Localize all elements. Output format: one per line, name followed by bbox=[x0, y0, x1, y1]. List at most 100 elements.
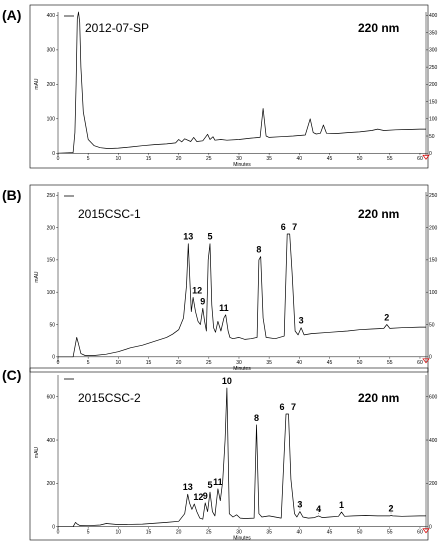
panel-a-y-tick-label-left: 0 bbox=[52, 151, 55, 157]
panel-a-trace bbox=[57, 11, 426, 154]
panel-c-x-tick-label: 55 bbox=[387, 530, 393, 536]
panel-c-peak-label: 12 bbox=[193, 492, 203, 502]
panel-b-y-tick-label-right: 150 bbox=[429, 258, 438, 264]
panel-a-y-tick-label-right: 100 bbox=[429, 117, 438, 123]
panel-a-x-tick-label: 30 bbox=[236, 156, 242, 162]
panel-b-trace bbox=[58, 233, 426, 358]
panel-a-y-axis-label: mAU bbox=[34, 78, 40, 90]
panel-c-x-tick-label: 50 bbox=[357, 530, 363, 536]
panel-b-x-tick-label: 55 bbox=[387, 360, 393, 366]
panel-a-x-tick-label: 60 bbox=[417, 156, 423, 162]
panel-a-x-tick-label: 55 bbox=[387, 156, 393, 162]
panel-b-peak-label: 6 bbox=[281, 222, 286, 232]
panel-b-x-tick-label: 60 bbox=[417, 360, 423, 366]
panel-a-x-tick-label: 10 bbox=[116, 156, 122, 162]
panel-c-peak-label: 6 bbox=[280, 402, 285, 412]
panel-b-x-axis-label: Minutes bbox=[233, 366, 251, 372]
panel-b-y-tick-label-left: 150 bbox=[47, 258, 56, 264]
panel-b-x-tick-label: 50 bbox=[357, 360, 363, 366]
panel-b-end-marker-icon bbox=[422, 358, 430, 364]
panel-c-peak-label: 4 bbox=[316, 504, 321, 514]
panel-c-y-tick-label-left: 0 bbox=[52, 525, 55, 531]
panel-b-peak-label: 7 bbox=[292, 222, 297, 232]
panel-b-letter: (B) bbox=[2, 187, 21, 203]
panel-a-y-tick-label-right: 50 bbox=[429, 134, 435, 140]
panel-b-x-tick-label: 30 bbox=[236, 360, 242, 366]
panel-b-y-tick-label-right: 0 bbox=[429, 355, 432, 361]
panel-a-y-tick-label-right: 250 bbox=[429, 65, 438, 71]
panel-c-y-tick-label-right: 400 bbox=[429, 438, 438, 444]
panel-a-y-tick-label-right: 350 bbox=[429, 30, 438, 36]
panel-b-y-tick-label-right: 250 bbox=[429, 193, 438, 199]
panel-b-peak-label: 12 bbox=[192, 285, 202, 295]
panel-c-x-tick-label: 15 bbox=[146, 530, 152, 536]
panel-b-plot: 0 5 10 15 20 25 30 35 40 45 50 55 600501001502002500… bbox=[34, 192, 438, 372]
panel-b-frame bbox=[29, 184, 429, 373]
panel-a-end-marker-icon bbox=[422, 154, 430, 160]
panel-c-x-axis-label: Minutes bbox=[233, 536, 251, 542]
panel-c-y-tick-label-right: 600 bbox=[429, 394, 438, 400]
panel-c-plot: 0 5 10 15 20 25 30 35 40 45 50 55 600200400600020040… bbox=[34, 375, 438, 542]
panel-b-y-tick-label-right: 100 bbox=[429, 290, 438, 296]
panel-c-trace bbox=[58, 387, 426, 528]
panel-a-x-tick-label: 20 bbox=[176, 156, 182, 162]
panel-a-x-tick-label: 45 bbox=[327, 156, 333, 162]
panel-c-peak-label: 1 bbox=[339, 500, 344, 510]
panel-c-y-tick-label-left: 200 bbox=[47, 481, 56, 487]
panel-a-sample-label: 2012-07-SP bbox=[85, 21, 149, 35]
panel-c-peak-label: 3 bbox=[297, 500, 302, 510]
panel-c-peak-label: 11 bbox=[213, 477, 223, 487]
panel-c-x-tick-label: 45 bbox=[327, 530, 333, 536]
panel-a-y-tick-label-left: 300 bbox=[47, 48, 56, 54]
panel-a-letter: (A) bbox=[2, 7, 21, 23]
panel-a-y-tick-label-right: 200 bbox=[429, 82, 438, 88]
panel-b: (B) 2015CSC-1 220 nm 0 5 10 15 20 25 30 35 40 45 5… bbox=[2, 184, 438, 373]
panel-a-y-tick-label-right: 300 bbox=[429, 48, 438, 54]
panel-b-peak-label: 3 bbox=[299, 316, 304, 326]
panel-b-peak-label: 13 bbox=[183, 232, 193, 242]
panel-c-x-tick-label: 5 bbox=[87, 530, 90, 536]
panel-b-x-tick-label: 25 bbox=[206, 360, 212, 366]
panel-a-x-tick-label: 50 bbox=[357, 156, 363, 162]
panel-c-peak-label: 5 bbox=[208, 480, 213, 490]
panel-c-sample-label: 2015CSC-2 bbox=[78, 391, 141, 405]
panel-b-y-tick-label-left: 100 bbox=[47, 290, 56, 296]
panel-b-y-tick-label-left: 0 bbox=[52, 355, 55, 361]
panel-a-y-tick-label-left: 400 bbox=[47, 13, 56, 19]
panel-c-peak-label: 10 bbox=[222, 376, 232, 386]
panel-b-x-tick-label: 10 bbox=[116, 360, 122, 366]
panel-c-peak-label: 13 bbox=[183, 482, 193, 492]
panel-b-x-tick-label: 45 bbox=[327, 360, 333, 366]
panel-c-x-tick-label: 35 bbox=[266, 530, 272, 536]
panel-b-sample-label: 2015CSC-1 bbox=[78, 207, 141, 221]
panel-c-y-axis-label: mAU bbox=[34, 447, 40, 459]
panel-b-y-axis-label: mAU bbox=[34, 271, 40, 283]
panel-a-x-tick-label: 25 bbox=[206, 156, 212, 162]
panel-c-x-tick-label: 25 bbox=[206, 530, 212, 536]
panel-a-x-tick-label: 40 bbox=[297, 156, 303, 162]
panel-c-y-tick-label-left: 600 bbox=[47, 394, 56, 400]
panel-a-x-axis-label: Minutes bbox=[233, 162, 251, 168]
panel-c-x-tick-label: 40 bbox=[297, 530, 303, 536]
panel-c: (C) 2015CSC-2 220 nm 0 5 10 15 20 25 30 35 40 45 5… bbox=[2, 367, 438, 542]
panel-b-peak-label: 9 bbox=[200, 296, 205, 306]
panel-c-peak-label: 2 bbox=[389, 503, 394, 513]
panel-b-y-tick-label-left: 50 bbox=[49, 322, 55, 328]
panel-b-y-tick-label-right: 50 bbox=[429, 322, 435, 328]
panel-c-y-tick-label-right: 200 bbox=[429, 481, 438, 487]
panel-a-y-tick-label-left: 100 bbox=[47, 117, 56, 123]
panel-c-wavelength-label: 220 nm bbox=[358, 391, 399, 405]
panel-b-y-tick-label-left: 200 bbox=[47, 225, 56, 231]
panel-c-y-tick-label-right: 0 bbox=[429, 525, 432, 531]
panel-c-peak-label: 9 bbox=[203, 491, 208, 501]
panel-b-peak-label: 5 bbox=[208, 232, 213, 242]
panel-a-y-tick-label-left: 200 bbox=[47, 82, 56, 88]
panel-c-letter: (C) bbox=[2, 367, 21, 383]
panel-b-y-tick-label-left: 250 bbox=[47, 193, 56, 199]
panel-b-wavelength-label: 220 nm bbox=[358, 207, 399, 221]
panel-a-plot: 0 5 10 15 20 25 30 35 40 45 50 55 60 0 100 200 300 400 0 50… bbox=[34, 11, 438, 168]
panel-b-peak-label: 8 bbox=[256, 245, 261, 255]
panel-a-x-tick-label: 15 bbox=[146, 156, 152, 162]
panel-b-x-tick-label: 35 bbox=[266, 360, 272, 366]
